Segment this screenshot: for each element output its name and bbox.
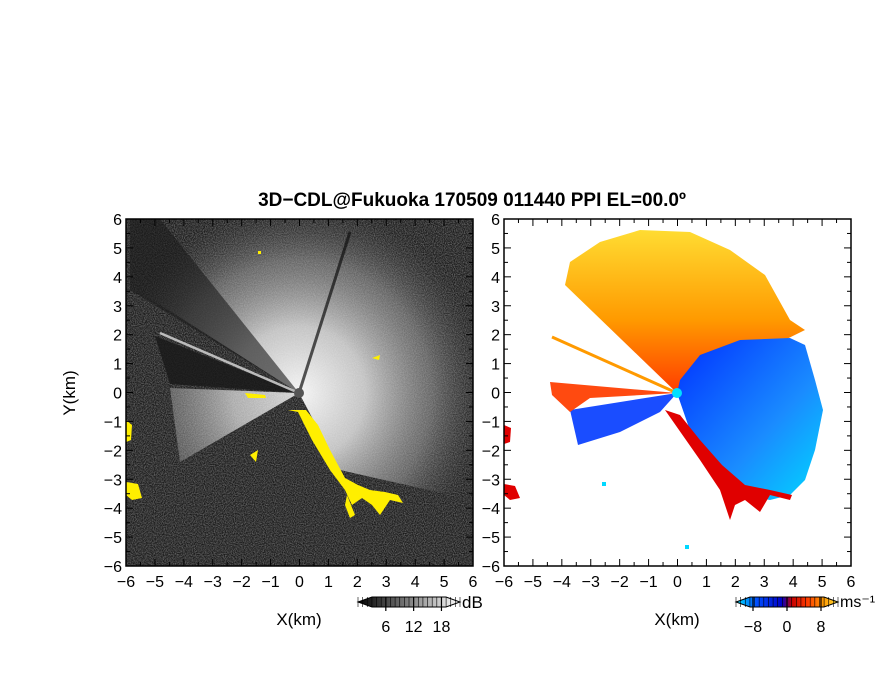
velocity-west-warm bbox=[550, 382, 677, 412]
x-tick-label: 4 bbox=[411, 574, 420, 591]
velocity-speck bbox=[685, 545, 689, 549]
clutter-west-2 bbox=[126, 482, 142, 500]
x-tick-label: 0 bbox=[673, 574, 682, 591]
x-tick-label: −1 bbox=[639, 574, 657, 591]
y-tick-label: 5 bbox=[113, 241, 122, 258]
velocity-echo bbox=[504, 230, 823, 549]
x-tick-label: 0 bbox=[295, 574, 304, 591]
reflectivity-colorbar-unit: dB bbox=[462, 593, 483, 612]
reflectivity-colorbar-ticks: 6 12 18 bbox=[357, 597, 461, 636]
velocity-west-sector bbox=[570, 393, 677, 445]
velocity-colorbar-ticks: −8 0 8 bbox=[735, 597, 839, 636]
colorbar-tick-label: 0 bbox=[783, 619, 792, 636]
velocity-edge-west bbox=[504, 425, 511, 444]
x-tick-label: 5 bbox=[440, 574, 449, 591]
x-tick-label: 1 bbox=[324, 574, 333, 591]
reflectivity-xlabel: X(km) bbox=[276, 610, 321, 629]
clutter-east bbox=[372, 355, 380, 360]
reflectivity-ticks: −6 −5 −4 −3 −2 −1 0 1 2 3 4 5 6 −6 −5 −4 −3 −2 −1 0 1 2 3 4 5 6 bbox=[104, 212, 478, 591]
y-tick-label: 6 bbox=[113, 212, 122, 229]
clutter-west bbox=[126, 420, 132, 442]
y-tick-label: 0 bbox=[491, 386, 500, 403]
y-tick-label: 2 bbox=[491, 328, 500, 345]
x-tick-label: 3 bbox=[760, 574, 769, 591]
colorbar-tick-label: 6 bbox=[381, 619, 390, 636]
y-tick-label: 6 bbox=[491, 212, 500, 229]
y-tick-label: 4 bbox=[113, 270, 122, 287]
radar-site-marker bbox=[294, 388, 304, 398]
colorbar-tick-label: 18 bbox=[433, 619, 451, 636]
y-tick-label: 1 bbox=[491, 357, 500, 374]
x-tick-label: −2 bbox=[233, 574, 251, 591]
x-tick-label: 3 bbox=[382, 574, 391, 591]
y-tick-label: −4 bbox=[482, 501, 500, 518]
echo-blocked-sector-2 bbox=[130, 219, 299, 393]
velocity-ticks: −6 −5 −4 −3 −2 −1 0 1 2 3 4 5 6 −6 −5 −4 −3 −2 −1 0 1 2 3 4 5 6 bbox=[482, 212, 856, 591]
velocity-ray bbox=[551, 335, 678, 395]
reflectivity-colorbar: dB 6 12 18 bbox=[356, 593, 483, 636]
velocity-speck-2 bbox=[602, 482, 606, 486]
velocity-panel: −6 −5 −4 −3 −2 −1 0 1 2 3 4 5 6 −6 −5 −4 −3 −2 −1 0 1 2 3 4 5 6 bbox=[482, 212, 856, 591]
y-tick-label: −4 bbox=[104, 501, 122, 518]
x-tick-label: 5 bbox=[818, 574, 827, 591]
x-tick-label: −2 bbox=[611, 574, 629, 591]
velocity-colorbar-unit: ms⁻¹ bbox=[840, 594, 875, 611]
x-tick-label: −6 bbox=[117, 574, 135, 591]
x-tick-label: −1 bbox=[261, 574, 279, 591]
y-tick-label: −6 bbox=[482, 559, 500, 576]
reflectivity-ylabel: Y(km) bbox=[60, 370, 79, 415]
x-tick-label: −6 bbox=[495, 574, 513, 591]
radar-site-marker-right bbox=[672, 388, 682, 398]
y-tick-label: 5 bbox=[491, 241, 500, 258]
y-tick-label: −1 bbox=[482, 414, 500, 431]
y-tick-label: 0 bbox=[113, 386, 122, 403]
shadow-ray bbox=[297, 231, 352, 394]
y-tick-label: 2 bbox=[113, 328, 122, 345]
x-tick-label: 4 bbox=[789, 574, 798, 591]
y-tick-label: 3 bbox=[491, 299, 500, 316]
clutter-south-2 bbox=[345, 495, 355, 518]
y-tick-label: −5 bbox=[482, 530, 500, 547]
figure-title: 3D−CDL@Fukuoka 170509 011440 PPI EL=00.0… bbox=[258, 190, 686, 211]
y-tick-label: −3 bbox=[482, 472, 500, 489]
x-tick-label: −4 bbox=[175, 574, 193, 591]
x-tick-label: 2 bbox=[353, 574, 362, 591]
velocity-colorbar: ms⁻¹ −8 0 8 bbox=[734, 594, 875, 636]
clutter-near bbox=[245, 393, 266, 398]
x-tick-label: −3 bbox=[204, 574, 222, 591]
colorbar-tick-label: 12 bbox=[405, 619, 423, 636]
velocity-edge-red bbox=[665, 410, 792, 520]
x-tick-label: 2 bbox=[731, 574, 740, 591]
y-tick-label: 4 bbox=[491, 270, 500, 287]
clutter-near-2 bbox=[250, 450, 258, 462]
y-tick-label: −6 bbox=[104, 559, 122, 576]
y-tick-label: 1 bbox=[113, 357, 122, 374]
reflectivity-panel: −6 −5 −4 −3 −2 −1 0 1 2 3 4 5 6 −6 −5 −4 −3 −2 −1 0 1 2 3 4 5 6 bbox=[104, 212, 478, 591]
velocity-edge-west-2 bbox=[504, 484, 520, 500]
y-tick-label: −1 bbox=[104, 414, 122, 431]
x-tick-label: −4 bbox=[553, 574, 571, 591]
echo-west-sector bbox=[170, 388, 299, 462]
reflectivity-echo bbox=[126, 219, 473, 518]
y-tick-label: −5 bbox=[104, 530, 122, 547]
x-tick-label: 1 bbox=[702, 574, 711, 591]
y-tick-label: −2 bbox=[104, 443, 122, 460]
y-tick-label: −3 bbox=[104, 472, 122, 489]
x-tick-label: 6 bbox=[469, 574, 478, 591]
colorbar-tick-label: 8 bbox=[817, 619, 826, 636]
y-tick-label: 3 bbox=[113, 299, 122, 316]
x-tick-label: −5 bbox=[146, 574, 164, 591]
clutter-south bbox=[288, 410, 403, 515]
y-tick-label: −2 bbox=[482, 443, 500, 460]
x-tick-label: −3 bbox=[582, 574, 600, 591]
x-tick-label: −5 bbox=[524, 574, 542, 591]
echo-ray bbox=[159, 331, 300, 395]
x-tick-label: 6 bbox=[847, 574, 856, 591]
colorbar-tick-label: −8 bbox=[744, 619, 762, 636]
velocity-xlabel: X(km) bbox=[654, 610, 699, 629]
clutter-north bbox=[258, 251, 261, 254]
